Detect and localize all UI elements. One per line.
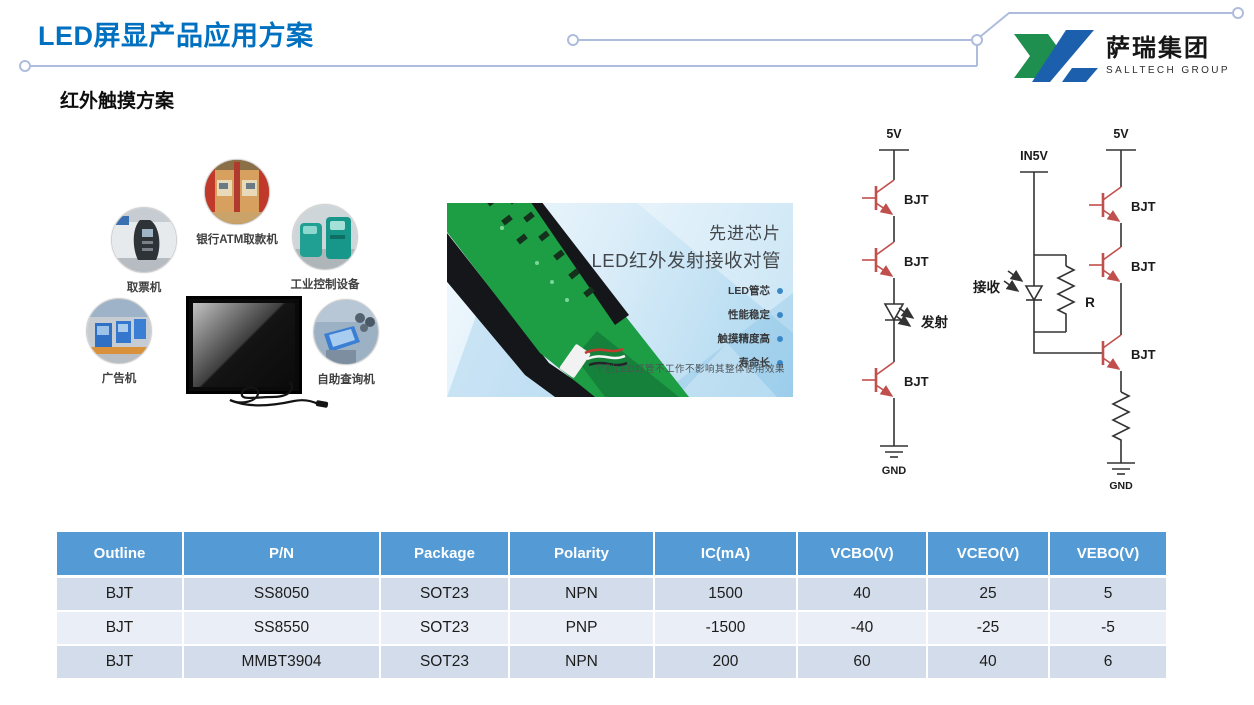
table-row: BJT SS8550 SOT23 PNP -1500 -40 -25 -5: [55, 610, 1168, 646]
section-title: 红外触摸方案: [60, 91, 175, 112]
col-header-vebo: VEBO(V): [1048, 530, 1168, 578]
cell: 5: [1048, 575, 1168, 612]
banner-title-line1: 先进芯片: [709, 224, 781, 243]
logo-name-en: SALLTECH GROUP: [1106, 64, 1230, 76]
col-header-package: Package: [379, 530, 510, 578]
emit-label: 发射: [920, 314, 949, 330]
cell: SOT23: [379, 610, 510, 646]
bullet-item: 性能稳定: [728, 307, 783, 322]
banner-title-line2: LED红外发射接收对管: [591, 249, 781, 271]
app-caption: 自助查询机: [317, 374, 375, 386]
cell: -1500: [653, 610, 798, 646]
cell: MMBT3904: [182, 644, 381, 680]
cell: 200: [653, 644, 798, 680]
table-row: BJT MMBT3904 SOT23 NPN 200 60 40 6: [55, 644, 1168, 680]
monitor-screen: [193, 303, 295, 387]
app-item-ticket-machine: 取票机: [79, 207, 209, 295]
bullet-dot-icon: [777, 359, 783, 366]
cell: 60: [796, 644, 928, 680]
receiver-in5v-label: IN5V: [1020, 149, 1048, 163]
emitter-bjt1-label: BJT: [904, 192, 929, 207]
app-caption: 取票机: [126, 282, 162, 294]
cell: NPN: [508, 575, 655, 612]
ticket-machine-photo: [111, 207, 177, 273]
cell: 1500: [653, 575, 798, 612]
cell: BJT: [55, 644, 184, 680]
cell: BJT: [55, 575, 184, 612]
bullet-dot-icon: [777, 311, 783, 318]
banner-artwork: [447, 203, 793, 397]
bullet-label: 性能稳定: [728, 309, 770, 321]
emitter-gnd-label: GND: [882, 465, 907, 477]
bullet-dot-icon: [777, 335, 783, 342]
receiver-bjt3-label: BJT: [1131, 347, 1156, 362]
col-header-vceo: VCEO(V): [926, 530, 1050, 578]
circuit-diagrams: 5V BJT BJT: [862, 127, 1156, 492]
app-item-self-service-kiosk: 自助查询机: [281, 299, 411, 387]
cell: SS8550: [182, 610, 381, 646]
col-header-outline: Outline: [55, 530, 184, 578]
cell: NPN: [508, 644, 655, 680]
app-caption: 工业控制设备: [290, 279, 360, 291]
app-item-industrial-control: 工业控制设备: [260, 204, 390, 292]
bullet-item: 寿命长: [738, 355, 783, 370]
app-caption: 广告机: [101, 373, 137, 385]
cell: BJT: [55, 610, 184, 646]
bullet-item: LED管芯: [728, 283, 783, 298]
cell: SOT23: [379, 575, 510, 612]
cell: 40: [926, 644, 1050, 680]
banner-note: 个别LED灯管不工作不影响其整体使用效果: [595, 364, 785, 375]
banner-title: 先进芯片 LED红外发射接收对管: [592, 221, 782, 274]
cell: -25: [926, 610, 1050, 646]
touch-monitor-image: [186, 296, 302, 394]
product-banner: 先进芯片 LED红外发射接收对管 LED管芯 性能稳定 触摸精度高 寿命长 个别…: [447, 203, 793, 397]
app-caption: 银行ATM取款机: [196, 234, 278, 246]
emitter-5v-label: 5V: [886, 127, 902, 141]
table-header-row: Outline P/N Package Polarity IC(mA) VCBO…: [55, 530, 1168, 578]
self-service-kiosk-photo: [313, 299, 379, 365]
app-item-atm: 银行ATM取款机: [172, 159, 302, 247]
cell: 25: [926, 575, 1050, 612]
resistor-label: R: [1085, 295, 1095, 310]
bullet-label: LED管芯: [728, 285, 770, 297]
receiver-bjt1-label: BJT: [1131, 199, 1156, 214]
logo-mark-icon: [1014, 30, 1098, 82]
receiver-gnd-label: GND: [1109, 480, 1133, 492]
cell: SOT23: [379, 644, 510, 680]
col-header-ic: IC(mA): [653, 530, 798, 578]
page-title: LED屏显产品应用方案: [38, 21, 314, 51]
advertising-machine-photo: [86, 298, 152, 364]
col-header-vcbo: VCBO(V): [796, 530, 928, 578]
receiver-5v-label: 5V: [1113, 127, 1129, 141]
bullet-label: 触摸精度高: [717, 333, 771, 345]
industrial-control-photo: [292, 204, 358, 270]
table-row: BJT SS8050 SOT23 NPN 1500 40 25 5: [55, 575, 1168, 612]
receiver-bjt2-label: BJT: [1131, 259, 1156, 274]
emitter-bjt3-label: BJT: [904, 374, 929, 389]
logo-name-cn: 萨瑞集团: [1106, 35, 1210, 63]
emitter-circuit: 5V BJT BJT: [862, 127, 949, 477]
bullet-dot-icon: [777, 287, 783, 294]
banner-bullet-list: LED管芯 性能稳定 触摸精度高 寿命长: [717, 283, 783, 370]
col-header-polarity: Polarity: [508, 530, 655, 578]
cell: 40: [796, 575, 928, 612]
company-logo: 萨瑞集团 SALLTECH GROUP: [1012, 26, 1247, 86]
atm-photo: [204, 159, 270, 225]
cell: 6: [1048, 644, 1168, 680]
emitter-bjt2-label: BJT: [904, 254, 929, 269]
bullet-item: 触摸精度高: [717, 331, 783, 346]
spec-table: Outline P/N Package Polarity IC(mA) VCBO…: [55, 530, 1168, 680]
cell: SS8050: [182, 575, 381, 612]
receive-label: 接收: [973, 279, 1001, 295]
bullet-label: 寿命长: [738, 357, 771, 369]
cell: -5: [1048, 610, 1168, 646]
monitor-cable: [229, 381, 329, 408]
app-item-advertising-machine: 广告机: [54, 298, 184, 386]
cell: PNP: [508, 610, 655, 646]
col-header-pn: P/N: [182, 530, 381, 578]
receiver-circuit: IN5V 5V 接收 R: [973, 127, 1156, 492]
cell: -40: [796, 610, 928, 646]
